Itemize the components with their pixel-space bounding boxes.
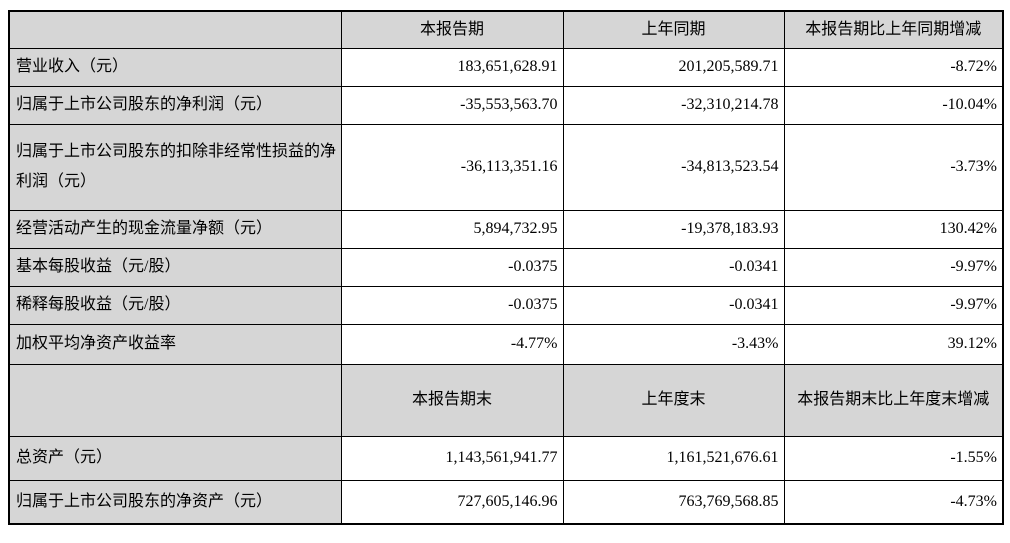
table-row-weighted-avg-roe: 加权平均净资产收益率 -4.77% -3.43% 39.12% [8, 323, 1004, 365]
table-row-operating-revenue: 营业收入（元） 183,651,628.91 201,205,589.71 -8… [8, 47, 1004, 87]
change-value: -10.04% [783, 85, 1004, 125]
change-value: -3.73% [783, 123, 1004, 211]
change-value: -4.73% [783, 479, 1004, 525]
row-label: 总资产（元） [8, 435, 342, 481]
header-period-change: 本报告期比上年同期增减 [783, 10, 1004, 49]
prior-period-value: -34,813,523.54 [562, 123, 785, 211]
table-row-net-profit: 归属于上市公司股东的净利润（元） -35,553,563.70 -32,310,… [8, 85, 1004, 125]
change-value: -9.97% [783, 285, 1004, 325]
row-label: 归属于上市公司股东的净资产（元） [8, 479, 342, 525]
prior-period-value: -19,378,183.93 [562, 209, 785, 249]
table-row-net-assets: 归属于上市公司股东的净资产（元） 727,605,146.96 763,769,… [8, 479, 1004, 525]
header-prior-year-end: 上年度末 [562, 363, 785, 437]
current-period-value: -36,113,351.16 [340, 123, 564, 211]
prior-period-value: -32,310,214.78 [562, 85, 785, 125]
table-row-operating-cash-flow: 经营活动产生的现金流量净额（元） 5,894,732.95 -19,378,18… [8, 209, 1004, 249]
change-value: -8.72% [783, 47, 1004, 87]
change-value: -1.55% [783, 435, 1004, 481]
current-period-value: -4.77% [340, 323, 564, 365]
prior-period-value: -0.0341 [562, 285, 785, 325]
current-period-value: -35,553,563.70 [340, 85, 564, 125]
current-period-value: 1,143,561,941.77 [340, 435, 564, 481]
header-row-period-end: 本报告期末 上年度末 本报告期末比上年度末增减 [8, 363, 1004, 437]
current-period-value: 727,605,146.96 [340, 479, 564, 525]
header-prior-period: 上年同期 [562, 10, 785, 49]
table-row-diluted-eps: 稀释每股收益（元/股） -0.0375 -0.0341 -9.97% [8, 285, 1004, 325]
header-current-period: 本报告期 [340, 10, 564, 49]
table-row-net-profit-excl-nonrecurring: 归属于上市公司股东的扣除非经常性损益的净利润（元） -36,113,351.16… [8, 123, 1004, 211]
header-empty-cell [8, 363, 342, 437]
prior-period-value: 201,205,589.71 [562, 47, 785, 87]
prior-period-value: 763,769,568.85 [562, 479, 785, 525]
row-label: 营业收入（元） [8, 47, 342, 87]
header-period-end-change: 本报告期末比上年度末增减 [783, 363, 1004, 437]
financial-summary-table: 本报告期 上年同期 本报告期比上年同期增减 营业收入（元） 183,651,62… [8, 10, 1004, 525]
current-period-value: -0.0375 [340, 247, 564, 287]
row-label: 归属于上市公司股东的净利润（元） [8, 85, 342, 125]
prior-period-value: 1,161,521,676.61 [562, 435, 785, 481]
row-label: 归属于上市公司股东的扣除非经常性损益的净利润（元） [8, 123, 342, 211]
header-empty-cell [8, 10, 342, 49]
row-label: 稀释每股收益（元/股） [8, 285, 342, 325]
row-label: 基本每股收益（元/股） [8, 247, 342, 287]
change-value: -9.97% [783, 247, 1004, 287]
current-period-value: 5,894,732.95 [340, 209, 564, 249]
prior-period-value: -3.43% [562, 323, 785, 365]
header-current-period-end: 本报告期末 [340, 363, 564, 437]
change-value: 39.12% [783, 323, 1004, 365]
table-row-total-assets: 总资产（元） 1,143,561,941.77 1,161,521,676.61… [8, 435, 1004, 481]
header-row-period: 本报告期 上年同期 本报告期比上年同期增减 [8, 10, 1004, 49]
current-period-value: -0.0375 [340, 285, 564, 325]
prior-period-value: -0.0341 [562, 247, 785, 287]
table-row-basic-eps: 基本每股收益（元/股） -0.0375 -0.0341 -9.97% [8, 247, 1004, 287]
change-value: 130.42% [783, 209, 1004, 249]
current-period-value: 183,651,628.91 [340, 47, 564, 87]
row-label: 加权平均净资产收益率 [8, 323, 342, 365]
row-label: 经营活动产生的现金流量净额（元） [8, 209, 342, 249]
